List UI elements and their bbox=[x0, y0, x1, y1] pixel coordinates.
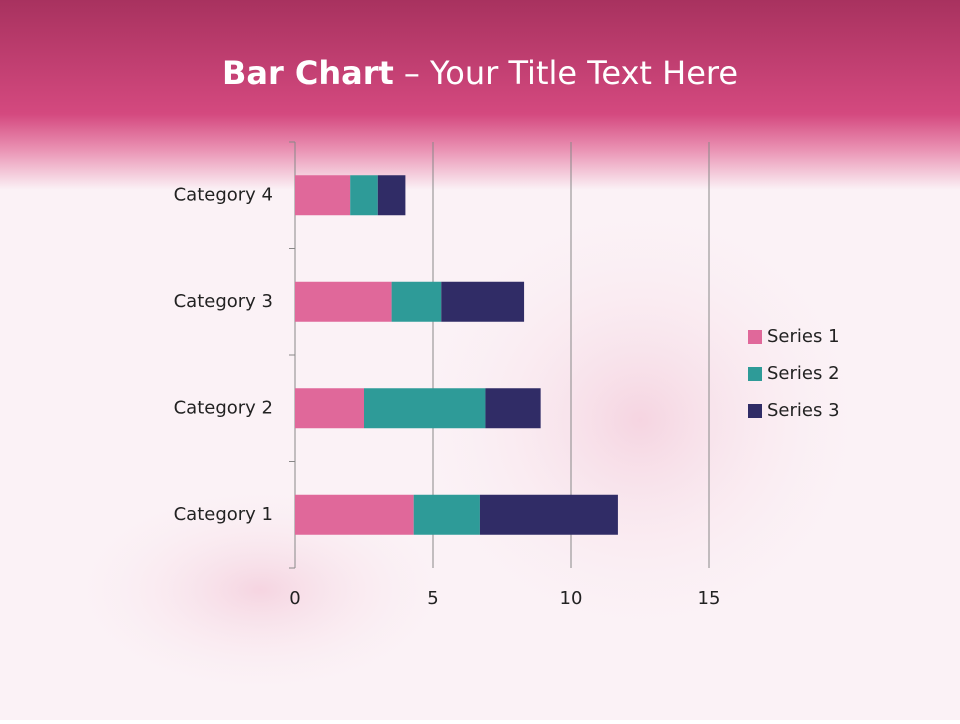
bar bbox=[377, 175, 406, 216]
bar bbox=[364, 388, 486, 429]
bar bbox=[485, 388, 541, 429]
bar bbox=[295, 281, 392, 322]
y-tick-label: Category 1 bbox=[174, 504, 273, 525]
y-tick-label: Category 4 bbox=[174, 184, 273, 205]
x-tick-label: 10 bbox=[560, 588, 583, 609]
legend-swatch bbox=[748, 330, 762, 344]
x-tick-label: 15 bbox=[698, 588, 721, 609]
bar bbox=[413, 494, 480, 535]
bar bbox=[295, 388, 364, 429]
legend-label: Series 1 bbox=[767, 326, 840, 347]
bar bbox=[295, 175, 351, 216]
bar bbox=[391, 281, 442, 322]
background-decor bbox=[60, 480, 460, 700]
title-bold: Bar Chart bbox=[222, 54, 394, 92]
legend-swatch bbox=[748, 367, 762, 381]
x-tick-label: 5 bbox=[427, 588, 438, 609]
header-band bbox=[0, 0, 960, 190]
slide-title: Bar Chart – Your Title Text Here bbox=[222, 54, 738, 92]
legend-swatch bbox=[748, 404, 762, 418]
bar bbox=[295, 494, 414, 535]
y-tick-label: Category 3 bbox=[174, 291, 273, 312]
bar bbox=[479, 494, 618, 535]
bar bbox=[441, 281, 525, 322]
y-tick-label: Category 2 bbox=[174, 397, 273, 418]
legend-label: Series 2 bbox=[767, 363, 840, 384]
title-rest: – Your Title Text Here bbox=[404, 54, 738, 92]
bar bbox=[350, 175, 378, 216]
legend-label: Series 3 bbox=[767, 400, 840, 421]
x-tick-label: 0 bbox=[289, 588, 300, 609]
